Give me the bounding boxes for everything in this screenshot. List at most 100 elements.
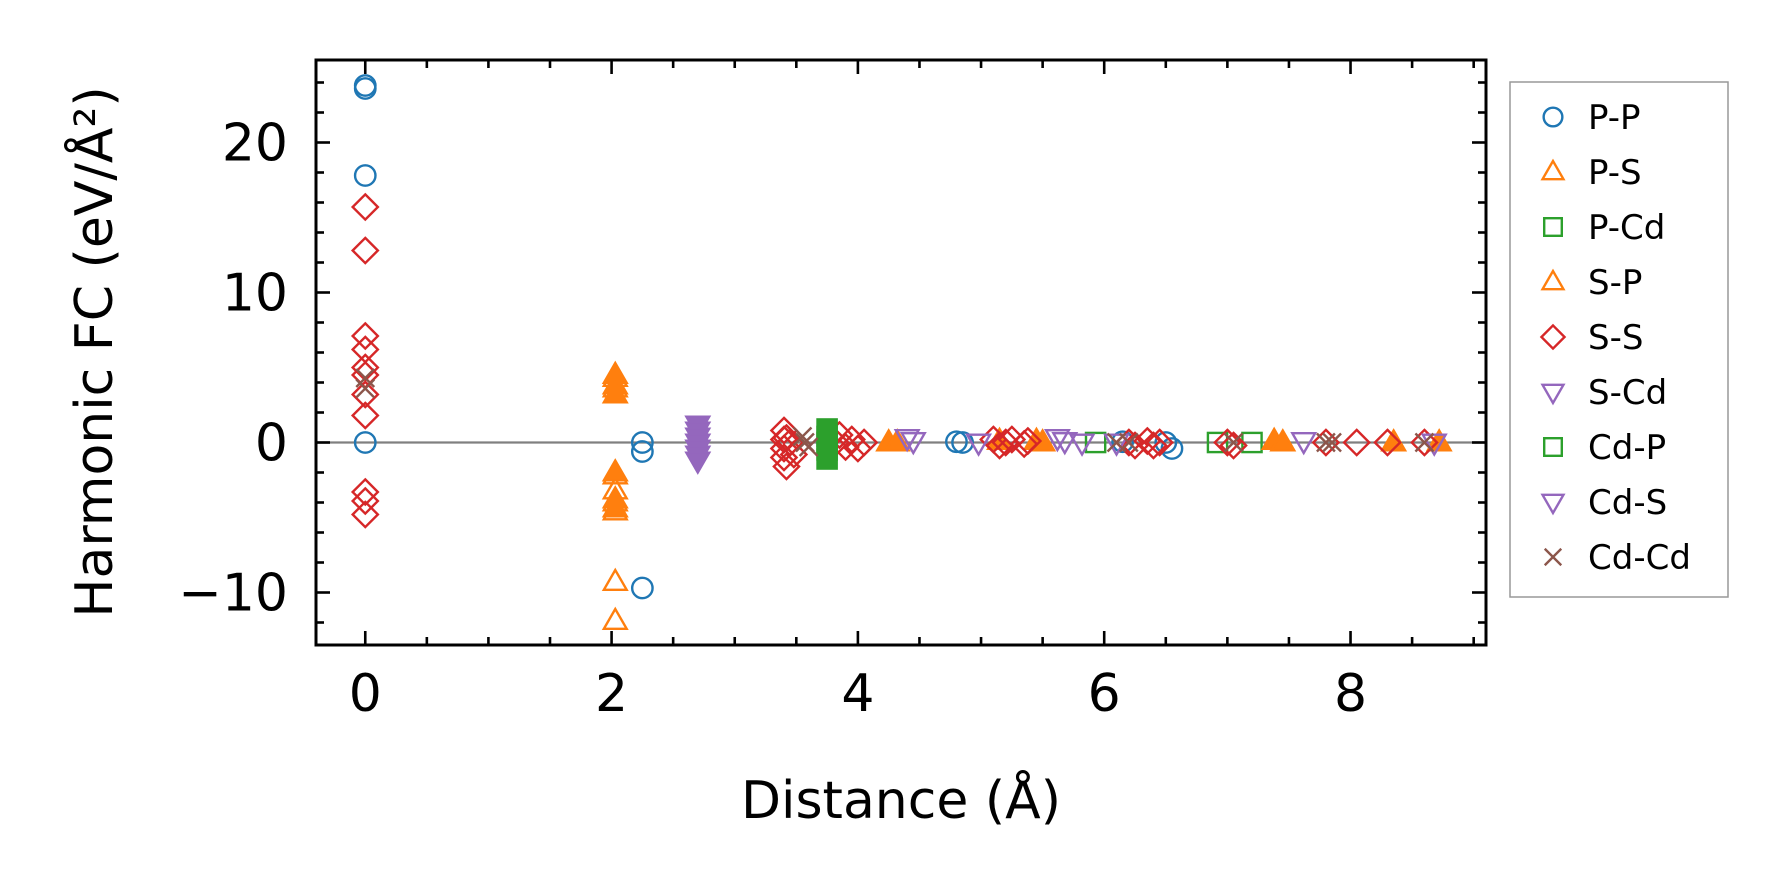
data-point-p-s <box>601 567 629 591</box>
legend-item-p-cd: P-Cd <box>1542 208 1665 248</box>
legend-item-s-s: S-S <box>1539 318 1643 358</box>
plot-frame <box>314 58 1488 647</box>
data-point-s-s <box>849 428 879 457</box>
legend-marker <box>1540 268 1566 291</box>
legend-label: P-P <box>1588 98 1641 138</box>
data-point-cd-s <box>965 433 993 457</box>
data-point-s-cd <box>684 451 712 475</box>
legend-marker <box>1540 158 1566 181</box>
data-point-cd-cd <box>1414 432 1435 453</box>
data-point-s-s <box>991 428 1020 457</box>
data-point-s-s <box>1373 428 1402 457</box>
data-marks <box>350 74 1453 630</box>
data-point-cd-cd <box>792 426 813 447</box>
data-point-cd-p <box>816 448 838 470</box>
data-point-s-s <box>350 192 380 222</box>
data-point-s-p <box>601 458 629 482</box>
data-point-cd-s <box>1068 433 1096 457</box>
legend-label: Cd-Cd <box>1588 538 1691 578</box>
data-point-s-s <box>779 440 809 469</box>
legend-marker <box>1543 547 1563 567</box>
y-tick-label: 20 <box>222 114 288 174</box>
data-point-s-s <box>1219 431 1248 460</box>
data-point-cd-s <box>1420 433 1448 457</box>
data-point-s-s <box>843 434 873 463</box>
data-point-s-s <box>350 353 380 382</box>
axis-ticks <box>316 60 1486 645</box>
data-point-cd-cd <box>1322 432 1342 453</box>
series-cd-p <box>816 418 838 470</box>
tick-labels: 0 2 4 6 8 −10 0 10 20 <box>178 114 1367 725</box>
y-axis-label: Harmonic FC (eV/Å²) <box>63 86 125 617</box>
legend-item-cd-p: Cd-P <box>1542 428 1666 468</box>
data-point-p-p <box>1111 430 1135 454</box>
series-cd-cd <box>355 368 1435 457</box>
data-point-s-s <box>1145 428 1174 457</box>
data-point-p-p <box>353 77 377 100</box>
legend-item-s-cd: S-Cd <box>1540 373 1667 413</box>
data-point-cd-s <box>1103 433 1131 457</box>
y-tick-label: 0 <box>255 414 288 474</box>
data-point-s-s <box>1342 428 1371 457</box>
data-point-s-s <box>1013 426 1043 456</box>
x-tick-label: 0 <box>349 664 382 724</box>
series-s-cd <box>684 415 712 475</box>
data-point-s-s <box>775 428 805 457</box>
legend-item-cd-cd: Cd-Cd <box>1543 538 1691 578</box>
x-tick-label: 8 <box>1334 664 1367 724</box>
data-point-s-s <box>350 477 380 507</box>
legend-marker <box>1540 493 1566 516</box>
data-point-s-s <box>1410 428 1439 457</box>
y-tick-label: 10 <box>222 264 288 324</box>
legend-item-s-p: S-P <box>1540 263 1642 303</box>
series-cd-s <box>893 429 1448 457</box>
x-tick-label: 6 <box>1088 664 1121 724</box>
data-point-cd-cd <box>355 378 376 399</box>
x-tick-label: 2 <box>595 664 628 724</box>
data-point-cd-cd <box>1223 432 1244 453</box>
data-point-s-s <box>350 401 380 430</box>
legend-label: Cd-P <box>1588 428 1666 468</box>
data-point-s-p <box>601 494 629 518</box>
data-point-p-s <box>601 606 629 630</box>
legend-label: Cd-S <box>1588 483 1667 523</box>
data-point-s-p <box>601 380 629 404</box>
data-point-p-p <box>630 440 654 463</box>
legend-item-p-s: P-S <box>1540 153 1642 193</box>
legend-label: P-S <box>1588 153 1642 193</box>
data-point-s-s <box>1311 428 1341 457</box>
legend-label: S-Cd <box>1588 373 1667 413</box>
series-s-s <box>350 192 1439 529</box>
data-point-p-p <box>353 431 377 454</box>
data-point-p-cd <box>1206 431 1229 454</box>
data-point-s-s <box>772 452 801 481</box>
legend-label: P-Cd <box>1588 208 1665 248</box>
data-point-cd-cd <box>798 437 819 457</box>
x-axis-label: Distance (Å) <box>741 769 1061 831</box>
data-point-p-p <box>630 576 654 600</box>
data-point-s-s <box>985 431 1014 460</box>
plot-background <box>316 60 1486 645</box>
series-p-cd <box>1084 431 1263 454</box>
data-point-p-cd <box>1084 431 1107 454</box>
data-point-s-s <box>350 500 380 529</box>
data-point-p-p <box>1154 431 1178 454</box>
data-point-cd-cd <box>1118 432 1139 453</box>
data-point-cd-s <box>1051 432 1079 456</box>
legend-frame <box>1509 81 1729 598</box>
data-point-cd-cd <box>1316 432 1336 453</box>
data-point-s-s <box>1213 428 1242 457</box>
legend-marker <box>1542 437 1563 458</box>
legend-item-p-p: P-P <box>1542 98 1641 138</box>
legend-label: S-P <box>1588 263 1642 303</box>
y-tick-label: −10 <box>178 564 288 624</box>
data-point-s-s <box>1139 431 1168 460</box>
data-point-cd-s <box>899 432 927 456</box>
data-point-cd-s <box>1290 432 1318 456</box>
data-point-s-s <box>350 321 380 351</box>
x-tick-label: 4 <box>841 664 874 724</box>
data-point-s-p <box>1269 428 1297 452</box>
series-p-p <box>353 74 1184 600</box>
